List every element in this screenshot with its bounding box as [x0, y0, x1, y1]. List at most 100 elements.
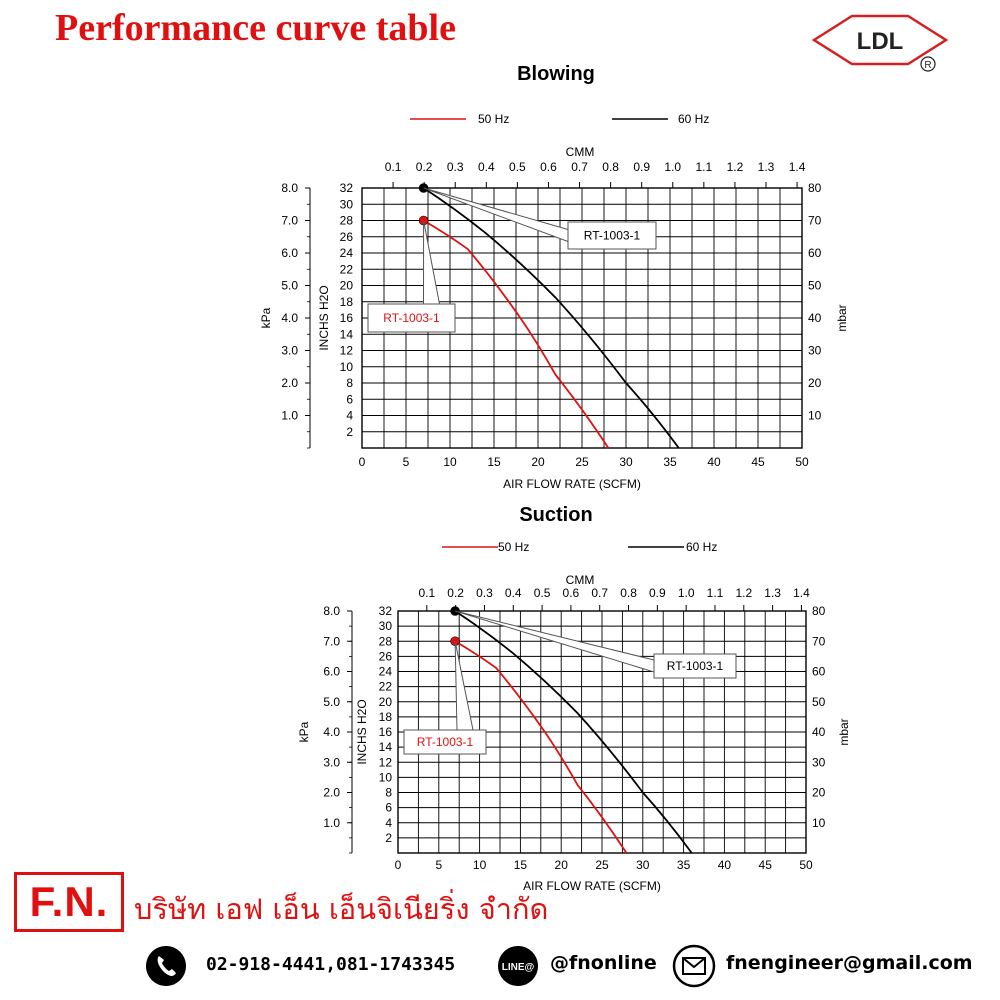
x-tick-label: 50	[799, 858, 813, 872]
top-tick-label: 1.3	[758, 160, 775, 174]
callout-box	[567, 221, 657, 250]
suction-chart: Suction 50 Hz 60 Hz CMM 0.1 0.2 0.3 0.4 0.5 0.6 0.…	[297, 504, 851, 893]
y-tick-label: 32	[379, 604, 393, 618]
mbar-axis-label: mbar	[837, 718, 851, 745]
top-axis-label: CMM	[566, 145, 595, 159]
chart-title: Blowing	[517, 63, 595, 85]
mbar-tick-label: 20	[812, 786, 826, 800]
registered-icon	[920, 56, 936, 72]
mbar-tick-label: 20	[808, 376, 822, 390]
y-tick-label: 22	[379, 680, 393, 694]
y-tick-label: 10	[340, 360, 354, 374]
callout-label: RT-1003-1	[584, 229, 641, 243]
logo-diamond	[811, 14, 949, 66]
kpa-tick-label: 5.0	[281, 279, 298, 293]
x-tick-label: 25	[575, 455, 589, 469]
x-tick-label: 10	[443, 455, 457, 469]
mbar-tick-label: 10	[812, 816, 826, 830]
x-tick-label: 20	[531, 455, 545, 469]
top-tick-label: 1.2	[735, 586, 752, 600]
top-tick-label: 0.6	[540, 160, 557, 174]
x-tick-label: 40	[707, 455, 721, 469]
x-tick-label: 20	[555, 858, 569, 872]
y-tick-label: 18	[379, 710, 393, 724]
y-tick-label: 24	[379, 665, 393, 679]
kpa-tick-label: 2.0	[281, 376, 298, 390]
y-tick-label: 22	[340, 262, 354, 276]
y-tick-label: 16	[340, 311, 354, 325]
kpa-tick-label: 5.0	[323, 695, 340, 709]
legend-label: 50 Hz	[498, 540, 529, 554]
series-line-50hz	[454, 640, 628, 854]
x-tick-label: 30	[636, 858, 650, 872]
x-tick-label: 10	[473, 858, 487, 872]
y-tick-label: 16	[379, 725, 393, 739]
chart-title: Suction	[519, 504, 592, 526]
callout-label: RT-1003-1	[383, 311, 440, 325]
x-tick-label: 45	[751, 455, 765, 469]
company-name: บริษัท เอฟ เอ็น เอ็นจิเนียริ่ง จำกัด	[134, 892, 549, 926]
top-tick-label: 0.2	[416, 160, 433, 174]
kpa-tick-label: 3.0	[281, 344, 298, 358]
mail-icon	[672, 944, 716, 988]
mbar-tick-label: 60	[808, 246, 822, 260]
y-tick-label: 20	[340, 279, 354, 293]
y-tick-label: 28	[340, 214, 354, 228]
phone-number[interactable]: 02-918-4441,081-1743345	[206, 954, 456, 975]
top-tick-label: 1.4	[793, 586, 810, 600]
top-tick-label: 0.7	[571, 160, 588, 174]
top-tick-label: 0.8	[620, 586, 637, 600]
x-tick-label: 50	[795, 455, 809, 469]
kpa-tick-label: 1.0	[323, 816, 340, 830]
y-tick-label: 26	[340, 230, 354, 244]
kpa-tick-label: 8.0	[323, 604, 340, 618]
y-tick-label: 2	[385, 831, 392, 845]
fn-brand-logo: F.N.	[14, 872, 124, 932]
y-tick-label: 6	[385, 801, 392, 815]
top-tick-label: 1.1	[696, 160, 713, 174]
top-tick-label: 0.6	[563, 586, 580, 600]
kpa-axis-label: kPa	[297, 721, 311, 742]
x-tick-label: 15	[514, 858, 528, 872]
line-id[interactable]: @fnonline	[550, 952, 657, 974]
top-tick-label: 0.5	[509, 160, 526, 174]
top-tick-label: 0.9	[649, 586, 666, 600]
mbar-tick-label: 70	[808, 214, 822, 228]
callout-box	[403, 729, 487, 755]
top-tick-label: 0.2	[447, 586, 464, 600]
mbar-tick-label: 50	[812, 695, 826, 709]
top-tick-label: 0.8	[602, 160, 619, 174]
series-line-60hz	[454, 610, 693, 854]
y-tick-label: 28	[379, 634, 393, 648]
y-tick-label: 18	[340, 295, 354, 309]
series-line-60hz	[423, 187, 680, 449]
mbar-tick-label: 40	[808, 311, 822, 325]
x-tick-label: 15	[487, 455, 501, 469]
x-tick-label: 0	[359, 455, 366, 469]
top-tick-label: 1.0	[678, 586, 695, 600]
y-tick-label: 30	[340, 197, 354, 211]
y-tick-label: 24	[340, 246, 354, 260]
mbar-axis-label: mbar	[835, 304, 849, 331]
svg-text:LINE@: LINE@	[502, 962, 535, 973]
kpa-axis-label: kPa	[259, 307, 273, 328]
mbar-tick-label: 80	[808, 181, 822, 195]
kpa-tick-label: 8.0	[281, 181, 298, 195]
email-address[interactable]: fnengineer@gmail.com	[726, 952, 973, 974]
x-tick-label: 40	[718, 858, 732, 872]
kpa-tick-label: 6.0	[323, 665, 340, 679]
mbar-tick-label: 70	[812, 634, 826, 648]
registered-mark: R	[924, 60, 931, 71]
x-tick-label: 35	[677, 858, 691, 872]
top-tick-label: 0.3	[447, 160, 464, 174]
y-tick-label: 20	[379, 695, 393, 709]
top-axis-label: CMM	[566, 573, 595, 587]
legend-label: 50 Hz	[478, 112, 509, 126]
top-tick-label: 0.4	[505, 586, 522, 600]
legend-label: 60 Hz	[686, 540, 717, 554]
callout-pointer	[454, 641, 474, 731]
y-tick-label: 12	[340, 344, 354, 358]
top-tick-label: 0.4	[478, 160, 495, 174]
mbar-tick-label: 10	[808, 409, 822, 423]
y-tick-label: 12	[379, 755, 393, 769]
